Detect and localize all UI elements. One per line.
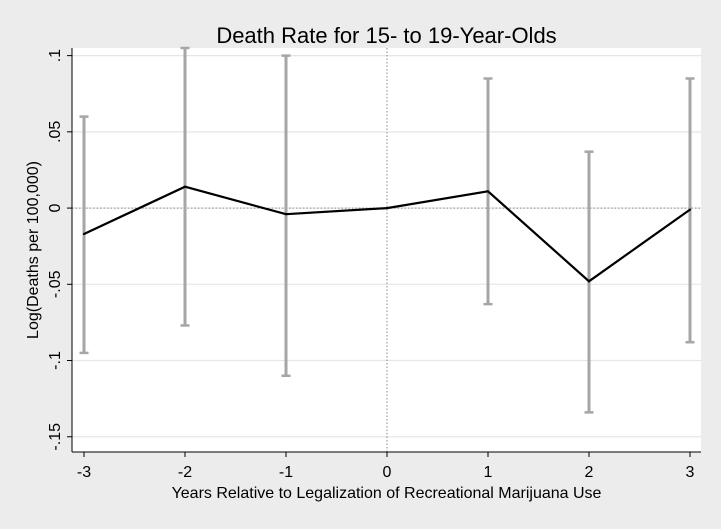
y-tick-label-5: -.15 bbox=[47, 423, 64, 451]
y-tick-label-0: .1 bbox=[47, 49, 64, 62]
data-point-1 bbox=[183, 185, 187, 188]
axes bbox=[67, 48, 701, 457]
data-point-0 bbox=[82, 232, 86, 236]
y-tick-label-4: -.1 bbox=[47, 351, 64, 370]
data-point-2 bbox=[284, 213, 288, 216]
y-tick-labels: .1 .05 0 -.05 -.1 -.15 bbox=[47, 49, 64, 451]
x-axis-label: Years Relative to Legalization of Recrea… bbox=[172, 485, 602, 502]
x-tick-label-6: 3 bbox=[686, 464, 695, 481]
x-tick-label-3: 0 bbox=[383, 464, 392, 481]
x-tick-label-4: 1 bbox=[484, 464, 493, 481]
y-tick-label-2: 0 bbox=[47, 204, 64, 213]
y-tick-label-1: .05 bbox=[47, 121, 64, 143]
x-tick-labels: -3 -2 -1 0 1 2 3 bbox=[77, 464, 695, 481]
data-point-6 bbox=[688, 208, 692, 211]
x-tick-label-0: -3 bbox=[77, 464, 91, 481]
data-point-3 bbox=[385, 206, 389, 210]
reference-lines bbox=[72, 48, 701, 452]
y-axis-label: Log(Deaths per 100,000) bbox=[25, 161, 42, 339]
series-line bbox=[82, 185, 692, 283]
x-tick-label-5: 2 bbox=[585, 464, 594, 481]
data-point-4 bbox=[486, 190, 490, 193]
chart-title: Death Rate for 15- to 19-Year-Olds bbox=[216, 23, 556, 48]
data-point-5 bbox=[587, 280, 591, 283]
x-tick-label-1: -2 bbox=[178, 464, 192, 481]
y-tick-label-3: -.05 bbox=[47, 270, 64, 298]
x-tick-label-2: -1 bbox=[279, 464, 293, 481]
